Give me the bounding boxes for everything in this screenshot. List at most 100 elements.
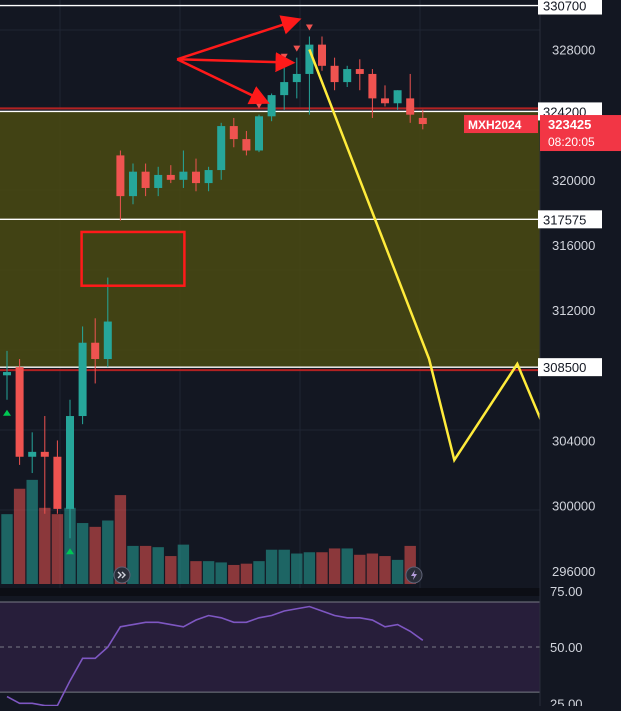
volume-bar — [278, 549, 290, 584]
volume-bars — [1, 479, 416, 584]
candle-body — [3, 372, 11, 376]
candle-body — [179, 171, 188, 180]
candle — [255, 114, 263, 153]
candle-body — [204, 170, 213, 184]
double-chevron-right-icon — [113, 566, 131, 584]
annotation-arrow — [177, 52, 296, 73]
volume-bar — [366, 553, 379, 584]
volume-bar — [39, 507, 51, 584]
candle — [141, 163, 150, 197]
level-axis-label-bg — [538, 210, 602, 229]
rsi-line — [6, 605, 424, 707]
sell-signal-marker — [305, 24, 313, 31]
volume-bar — [202, 561, 215, 584]
candle-body — [267, 95, 276, 117]
buy-signal-marker — [3, 409, 11, 416]
volume-bar — [190, 561, 202, 584]
volume-bar — [379, 556, 391, 584]
candle-body — [154, 174, 163, 188]
volume-bar — [13, 488, 26, 584]
candle-body — [280, 82, 289, 96]
candle — [166, 165, 175, 184]
volume-bar — [328, 548, 341, 584]
candle-body — [292, 73, 301, 83]
candle-body — [129, 171, 137, 197]
icon-circle — [113, 566, 131, 584]
candle — [393, 90, 402, 110]
annotation-box — [80, 230, 186, 287]
buy-signal-marker — [66, 548, 74, 555]
annotation-arrow — [176, 15, 302, 61]
volume-bar — [177, 544, 190, 584]
candle — [355, 59, 364, 91]
candle — [343, 65, 352, 87]
rsi-tick-label: 75.00 — [550, 584, 583, 599]
volume-bar — [228, 564, 240, 584]
rsi-tick-label: 25.00 — [550, 696, 583, 706]
volume-bar — [26, 479, 38, 584]
candle-body — [393, 90, 402, 104]
price-tick-label: 304000 — [552, 433, 595, 448]
volume-bar — [1, 514, 13, 584]
volume-bar — [291, 553, 303, 584]
volume-bar — [354, 554, 366, 584]
candle-body — [418, 117, 427, 125]
volume-bar — [165, 556, 177, 584]
candle-body — [381, 98, 389, 104]
volume-bar — [127, 545, 139, 584]
price-tick-label: 316000 — [552, 238, 595, 253]
volume-bar — [114, 495, 127, 584]
candle-body — [103, 321, 112, 360]
volume-bar — [341, 548, 353, 584]
candle — [292, 57, 301, 99]
volume-bar — [404, 545, 416, 584]
volume-bar — [152, 547, 164, 584]
candle-body — [318, 44, 326, 66]
candle-body — [368, 73, 377, 99]
candle — [66, 399, 74, 539]
volume-bar — [89, 526, 101, 584]
candles — [3, 36, 427, 539]
volume-bar — [76, 523, 89, 584]
candle — [406, 73, 415, 123]
candle — [381, 85, 389, 107]
candle — [28, 432, 37, 474]
level-axis-label: 317575 — [543, 212, 586, 227]
price-tick-label: 300000 — [552, 499, 595, 514]
level-axis-label: 308500 — [543, 360, 586, 375]
candle — [318, 36, 326, 71]
candle-body — [192, 171, 200, 184]
candle-body — [406, 98, 415, 115]
candle-body — [166, 174, 175, 180]
candle — [242, 130, 251, 156]
candle-body — [66, 416, 74, 509]
candle — [40, 416, 49, 514]
candle — [116, 150, 125, 221]
level-axis-label: 330700 — [543, 0, 586, 14]
volume-bar — [316, 552, 328, 584]
icon-glyph — [411, 570, 417, 580]
candle — [154, 166, 163, 197]
candle-body — [91, 342, 100, 360]
candle — [3, 350, 11, 400]
candle-body — [141, 171, 150, 188]
volume-bar — [253, 561, 265, 584]
rsi-pane — [0, 601, 540, 707]
candle-body — [78, 342, 87, 417]
candle-body — [355, 69, 364, 74]
pane-separator — [0, 588, 621, 596]
candle-body — [242, 139, 251, 151]
candle-body — [255, 116, 263, 151]
candle — [91, 318, 100, 384]
candle-body — [15, 367, 24, 457]
candle — [229, 117, 238, 148]
last-price-tag-bg — [540, 115, 621, 152]
candle — [53, 440, 62, 514]
candle — [204, 166, 213, 192]
price-tick-label: 312000 — [552, 303, 595, 318]
volume-bar — [240, 563, 253, 584]
volume-bar — [139, 545, 152, 584]
volume-bar — [64, 507, 76, 584]
sell-signal-marker — [255, 102, 263, 109]
